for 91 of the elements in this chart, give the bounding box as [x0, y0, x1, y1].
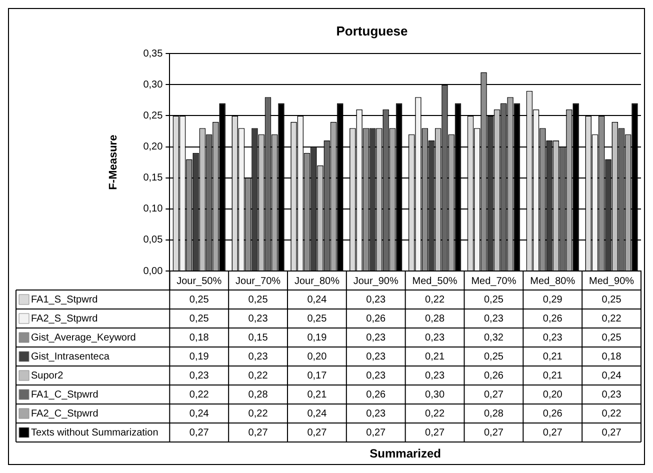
- data-label: 0,24: [602, 370, 622, 382]
- data-label: 0,21: [425, 351, 445, 362]
- data-label: 0,28: [425, 313, 445, 324]
- data-label: 0,24: [307, 294, 328, 306]
- y-tick-label: 0,35: [143, 48, 164, 60]
- data-label: 0,23: [189, 370, 210, 382]
- data-label: 0,17: [307, 370, 328, 382]
- legend-label: FA2_S_Stpwrd: [31, 313, 98, 324]
- data-label: 0,27: [425, 427, 445, 438]
- data-label: 0,20: [542, 389, 563, 400]
- x-tick-label: Med_70%: [471, 276, 516, 287]
- legend-label: FA1_S_Stpwrd: [31, 294, 98, 306]
- data-label: 0,19: [189, 351, 210, 362]
- y-tick-label: 0,25: [143, 110, 164, 122]
- y-tick-label: 0,15: [143, 172, 164, 184]
- data-label: 0,15: [248, 332, 268, 344]
- data-label: 0,23: [542, 332, 563, 344]
- data-label: 0,23: [366, 332, 386, 344]
- data-label: 0,22: [425, 294, 445, 306]
- data-label: 0,27: [248, 427, 268, 438]
- chart-title: Portuguese: [336, 23, 408, 38]
- data-label: 0,27: [189, 427, 210, 438]
- y-tick-label: 0,30: [143, 79, 164, 90]
- data-label: 0,25: [484, 351, 504, 362]
- x-tick-label: Jour_70%: [236, 276, 281, 287]
- y-tick-label: 0,10: [143, 204, 164, 215]
- data-label: 0,23: [425, 370, 445, 382]
- data-label: 0,21: [542, 351, 563, 362]
- data-label: 0,21: [307, 389, 328, 400]
- data-label: 0,28: [248, 389, 268, 400]
- legend-label: FA1_C_Stpwrd: [31, 389, 98, 400]
- legend-label: Texts without Summarization: [31, 427, 158, 438]
- data-label: 0,22: [602, 408, 622, 420]
- data-label: 0,22: [425, 408, 445, 420]
- x-tick-label: Jour_80%: [294, 276, 340, 287]
- data-label: 0,28: [484, 408, 504, 420]
- data-label: 0,22: [189, 389, 210, 400]
- data-label: 0,23: [248, 351, 268, 362]
- data-label: 0,26: [542, 408, 563, 420]
- data-label: 0,23: [366, 408, 386, 420]
- data-label: 0,18: [602, 351, 622, 362]
- y-tick-label: 0,20: [143, 142, 164, 153]
- data-label: 0,25: [602, 332, 622, 344]
- data-label: 0,27: [484, 427, 504, 438]
- data-label: 0,25: [189, 294, 210, 306]
- data-label: 0,26: [366, 389, 386, 400]
- data-label: 0,23: [248, 313, 268, 324]
- y-tick-label: 0,00: [143, 266, 164, 277]
- data-label: 0,26: [542, 313, 563, 324]
- data-label: 0,25: [484, 294, 504, 306]
- data-label: 0,27: [366, 427, 386, 438]
- y-tick-label: 0,05: [143, 234, 164, 246]
- data-label: 0,25: [248, 294, 268, 306]
- data-label: 0,26: [366, 313, 386, 324]
- data-label: 0,21: [542, 370, 563, 382]
- data-label: 0,23: [602, 389, 622, 400]
- data-label: 0,27: [602, 427, 622, 438]
- data-label: 0,27: [542, 427, 563, 438]
- legend-label: FA2_C_Stpwrd: [31, 408, 98, 420]
- data-label: 0,27: [484, 389, 504, 400]
- y-axis-title: F-Measure: [108, 134, 120, 190]
- data-label: 0,29: [542, 294, 563, 306]
- data-label: 0,23: [366, 370, 386, 382]
- data-label: 0,22: [602, 313, 622, 324]
- data-label: 0,23: [366, 294, 386, 306]
- data-label: 0,19: [307, 332, 328, 344]
- x-tick-label: Jour_90%: [353, 276, 398, 287]
- data-label: 0,25: [189, 313, 210, 324]
- data-label: 0,25: [602, 294, 622, 306]
- x-tick-label: Med_80%: [530, 276, 576, 287]
- data-label: 0,26: [484, 370, 504, 382]
- legend-label: Supor2: [31, 370, 64, 382]
- x-tick-label: Med_90%: [589, 276, 634, 287]
- data-label: 0,24: [307, 408, 328, 420]
- x-tick-label: Jour_50%: [176, 276, 222, 287]
- data-label: 0,27: [307, 427, 328, 438]
- data-label: 0,30: [425, 389, 445, 400]
- data-label: 0,32: [484, 332, 504, 344]
- data-label: 0,23: [366, 351, 386, 362]
- x-tick-label: Med_50%: [412, 276, 458, 287]
- legend-label: Gist_Intrasenteca: [31, 351, 110, 362]
- data-label: 0,18: [189, 332, 210, 344]
- data-label: 0,25: [307, 313, 328, 324]
- data-label: 0,23: [425, 332, 445, 344]
- legend-label: Gist_Average_Keyword: [31, 332, 136, 344]
- data-label: 0,20: [307, 351, 328, 362]
- data-label: 0,22: [248, 408, 268, 420]
- data-label: 0,24: [189, 408, 210, 420]
- data-label: 0,22: [248, 370, 268, 382]
- text: Summarized: [370, 446, 442, 460]
- data-label: 0,23: [484, 313, 504, 324]
